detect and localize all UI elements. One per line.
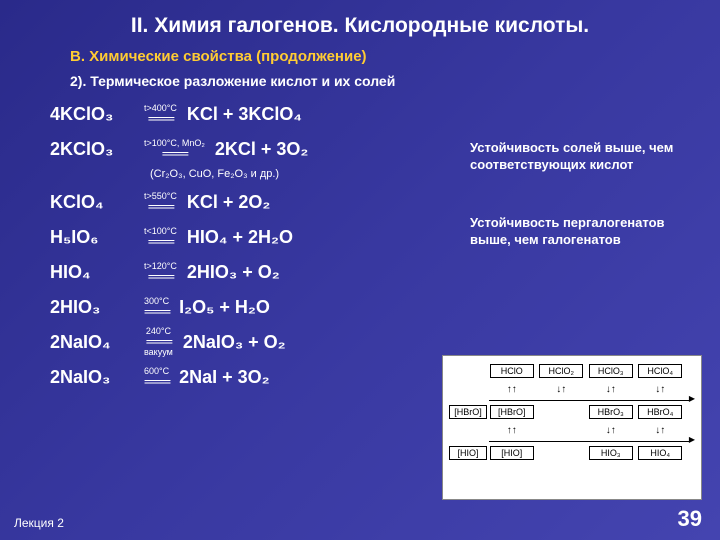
equation: 2NaIO₄ 240°C ═══ вакуум 2NaIO₃ + O₂	[50, 326, 700, 358]
equation-lhs: 4KClO₃	[50, 104, 138, 125]
equation-rhs: KCl + 2O₂	[187, 192, 271, 213]
arrow-icon: 300°C ═══	[144, 297, 169, 317]
equation-lhs: HIO₄	[50, 262, 138, 283]
arrow-icon: 600°C ═══	[144, 367, 169, 387]
equation: HIO₄ t>120°C ═══ 2HIO₃ + O₂	[50, 256, 700, 288]
equation-rhs: KCl + 3KClO₄	[187, 104, 302, 125]
arrow-icon: 240°C ═══ вакуум	[144, 327, 173, 356]
equation-lhs: 2NaIO₄	[50, 332, 138, 353]
equation-rhs: 2NaI + 3O₂	[179, 367, 270, 388]
section-heading: 2). Термическое разложение кислот и их с…	[0, 69, 720, 95]
equation-lhs: H₅IO₆	[50, 227, 138, 248]
equation: KClO₄ t>550°C ═══ KCl + 2O₂	[50, 186, 700, 218]
equation-lhs: 2NaIO₃	[50, 367, 138, 388]
side-note-1: Устойчивость солей выше, чем соответству…	[470, 140, 700, 174]
equation: 2HIO₃ 300°C ═══ I₂O₅ + H₂O	[50, 291, 700, 323]
equation-lhs: 2KClO₃	[50, 139, 138, 160]
equation-rhs: 2HIO₃ + O₂	[187, 262, 280, 283]
equation-lhs: 2HIO₃	[50, 297, 138, 318]
page-number: 39	[678, 506, 702, 532]
arrow-icon: t>550°C ═══	[144, 192, 177, 212]
equation: 4KClO₃ t>400°C ═══ KCl + 3KClO₄	[50, 98, 700, 130]
equation-lhs: KClO₄	[50, 192, 138, 213]
equation-rhs: 2KCl + 3O₂	[215, 139, 309, 160]
arrow-icon: t>400°C ═══	[144, 104, 177, 124]
equation-rhs: HIO₄ + 2H₂O	[187, 227, 293, 248]
slide-subtitle: В. Химические свойства (продолжение)	[0, 44, 720, 69]
arrow-icon: t<100°C ═══	[144, 227, 177, 247]
slide-title: II. Химия галогенов. Кислородные кислоты…	[0, 0, 720, 44]
side-note-2: Устойчивость пергалогенатов выше, чем га…	[470, 215, 700, 249]
arrow-icon: t>100°C, MnO₂ ═══	[144, 139, 205, 159]
stability-diagram: xHClOHClO₂HClO₃HClO₄ ↑↑↓↑↓↑↓↑ [HBrО][HBr…	[442, 355, 702, 500]
arrow-icon: t>120°C ═══	[144, 262, 177, 282]
lecture-label: Лекция 2	[14, 516, 64, 530]
equation-rhs: I₂O₅ + H₂O	[179, 297, 270, 318]
equation-rhs: 2NaIO₃ + O₂	[183, 332, 286, 353]
